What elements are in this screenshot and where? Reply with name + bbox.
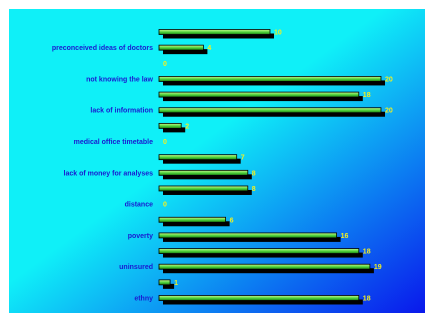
bar-shadow (163, 252, 363, 258)
bar-shadow (163, 127, 186, 133)
bar-shadow (163, 33, 274, 39)
data-label: 10 (274, 30, 282, 37)
bar (158, 248, 360, 254)
category-label: ethny (134, 296, 153, 303)
bar (158, 216, 226, 223)
bar (158, 29, 271, 35)
bar-shadow (163, 189, 252, 195)
bar-shadow (163, 236, 341, 242)
bar-shadow (163, 96, 363, 102)
bar-shadow (163, 111, 385, 117)
bar (158, 91, 360, 98)
category-label: lack of information (90, 108, 153, 115)
bar-shadow (163, 221, 230, 227)
data-label: 20 (385, 108, 393, 115)
bar (158, 107, 382, 114)
data-label: 19 (374, 264, 382, 271)
bar-shadow (163, 80, 385, 86)
data-label: 16 (341, 233, 349, 240)
category-label: poverty (128, 233, 153, 240)
data-label: 0 (163, 202, 167, 209)
data-label: 18 (363, 92, 371, 99)
bar (158, 295, 360, 301)
bar (158, 263, 371, 270)
bar (158, 185, 249, 192)
category-label: lack of money for analyses (64, 170, 154, 177)
category-label: uninsured (119, 264, 153, 271)
category-label: not knowing the law (86, 76, 153, 83)
bar (158, 76, 382, 82)
data-label: 0 (163, 139, 167, 146)
bar (158, 44, 204, 51)
bar-shadow (163, 49, 208, 55)
bar (158, 232, 338, 239)
bar-shadow (163, 283, 175, 289)
data-label: 18 (363, 249, 371, 256)
bar-shadow (163, 268, 374, 274)
bar (158, 122, 182, 129)
bar-shadow (163, 158, 241, 164)
data-label: 20 (385, 76, 393, 83)
bar (158, 279, 171, 286)
data-label: 0 (163, 61, 167, 68)
category-label: distance (125, 202, 154, 209)
data-label: 8 (252, 186, 256, 193)
data-label: 4 (207, 45, 211, 52)
data-label: 8 (252, 170, 256, 177)
category-label: preconceived ideas of doctors (52, 45, 153, 52)
bar (158, 154, 238, 161)
bar-shadow (163, 174, 252, 180)
bar-shadow (163, 299, 363, 305)
data-label: 2 (185, 123, 189, 130)
data-label: 18 (363, 296, 371, 303)
data-label: 6 (230, 217, 234, 224)
data-label: 7 (241, 155, 245, 162)
category-label: medical office timetable (74, 139, 153, 146)
bar (158, 169, 249, 176)
data-label: 1 (174, 280, 178, 287)
